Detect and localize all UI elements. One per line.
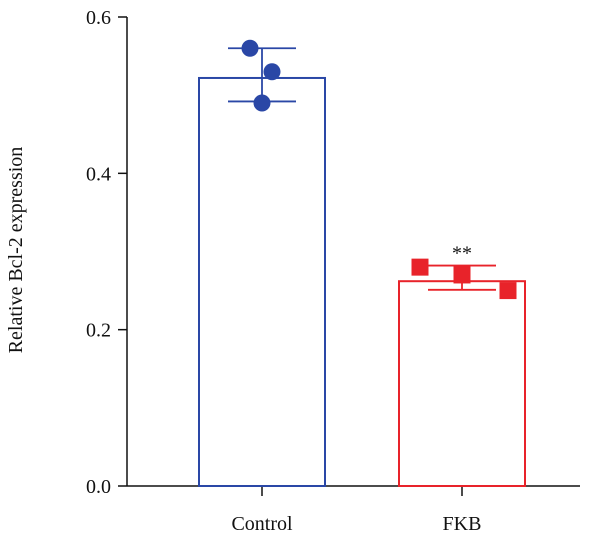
y-tick-label: 0.0 [86, 476, 111, 498]
annotations: ** [452, 243, 472, 265]
y-tick-label: 0.4 [86, 163, 111, 185]
data-point [263, 63, 281, 81]
y-axis: 0.0 0.2 0.4 0.6 [86, 7, 128, 498]
y-axis-label: Relative Bcl-2 expression [5, 147, 27, 354]
x-axis: Control FKB [127, 485, 580, 535]
y-tick-label: 0.2 [86, 320, 111, 342]
significance-label: ** [452, 243, 472, 265]
data-point [453, 266, 471, 284]
bar [398, 280, 526, 487]
x-tick-label: Control [231, 513, 293, 535]
data-point [411, 258, 429, 276]
error-bars [228, 47, 496, 291]
data-point [499, 282, 517, 300]
data-point [241, 39, 259, 57]
bars [198, 76, 526, 487]
data-points [241, 39, 517, 300]
bar [198, 76, 326, 487]
y-tick-label: 0.6 [86, 7, 111, 29]
x-tick-label: FKB [443, 513, 482, 535]
data-point [253, 94, 271, 112]
